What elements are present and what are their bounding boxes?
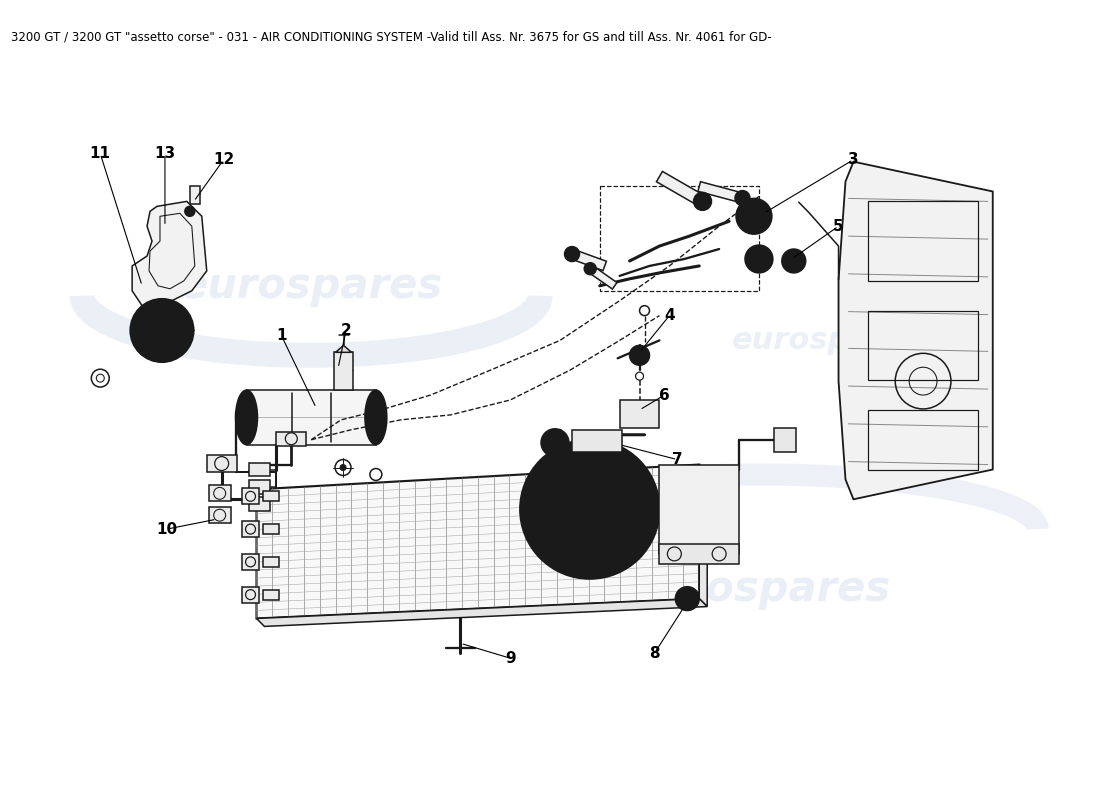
Text: 4: 4 (664, 308, 674, 323)
Polygon shape (570, 250, 606, 270)
Circle shape (698, 198, 706, 206)
Text: eurospares: eurospares (733, 326, 925, 355)
Polygon shape (838, 162, 993, 499)
Bar (333, 352, 353, 390)
Text: 5: 5 (833, 218, 844, 234)
Text: 10: 10 (156, 522, 177, 537)
Bar (209, 507, 231, 523)
Bar (242, 586, 260, 602)
Text: 11: 11 (90, 146, 111, 162)
Text: 1: 1 (276, 328, 287, 343)
Bar (572, 430, 621, 452)
Text: 9: 9 (505, 650, 516, 666)
Text: eurospares: eurospares (627, 568, 891, 610)
Bar (868, 410, 978, 470)
Polygon shape (256, 598, 707, 626)
Bar (264, 491, 279, 502)
Bar (242, 554, 260, 570)
Circle shape (694, 193, 712, 210)
Text: 13: 13 (154, 146, 176, 162)
Bar (249, 481, 271, 494)
Polygon shape (256, 465, 700, 618)
Text: 3200 GT / 3200 GT "assetto corse" - 031 - AIR CONDITIONING SYSTEM -Valid till As: 3200 GT / 3200 GT "assetto corse" - 031 … (11, 30, 771, 43)
Circle shape (572, 491, 607, 527)
Text: 6: 6 (659, 387, 670, 402)
Bar (619, 400, 659, 428)
Circle shape (520, 440, 659, 578)
Circle shape (185, 206, 195, 216)
Circle shape (629, 346, 649, 366)
Circle shape (788, 255, 800, 267)
Text: eurospares: eurospares (179, 265, 443, 306)
Bar (249, 498, 271, 511)
Bar (868, 310, 978, 380)
Bar (209, 486, 231, 502)
Polygon shape (698, 182, 744, 203)
Bar (659, 544, 739, 564)
Circle shape (564, 246, 580, 262)
Circle shape (745, 245, 773, 273)
Text: 7: 7 (672, 452, 683, 467)
Circle shape (544, 465, 635, 554)
Circle shape (752, 252, 766, 266)
Polygon shape (336, 346, 352, 352)
Circle shape (744, 206, 763, 226)
Circle shape (675, 586, 700, 610)
Bar (264, 524, 279, 534)
Bar (249, 462, 271, 477)
Text: 8: 8 (649, 646, 660, 661)
Bar (242, 488, 260, 504)
Bar (242, 521, 260, 537)
Text: 3: 3 (848, 152, 859, 167)
Bar (190, 186, 200, 204)
Bar (264, 557, 279, 567)
Circle shape (130, 298, 194, 362)
Polygon shape (132, 202, 207, 310)
Circle shape (569, 250, 575, 258)
Circle shape (541, 429, 569, 457)
Circle shape (340, 465, 346, 470)
Bar (207, 454, 236, 473)
Circle shape (156, 325, 168, 337)
Bar (276, 432, 306, 446)
Bar (659, 465, 739, 554)
Polygon shape (657, 171, 705, 206)
Ellipse shape (235, 390, 257, 445)
Circle shape (587, 266, 593, 271)
Circle shape (583, 502, 597, 516)
Circle shape (736, 198, 772, 234)
Circle shape (735, 190, 750, 206)
Circle shape (782, 249, 805, 273)
Circle shape (584, 262, 596, 274)
Bar (264, 590, 279, 600)
Text: 2: 2 (341, 323, 351, 338)
Bar (774, 428, 795, 452)
Polygon shape (587, 266, 617, 289)
Bar (868, 202, 978, 281)
Ellipse shape (365, 390, 387, 445)
Text: 12: 12 (213, 152, 234, 167)
Circle shape (548, 436, 562, 450)
Circle shape (739, 194, 746, 202)
Bar (246, 390, 376, 445)
Circle shape (681, 593, 693, 605)
Polygon shape (700, 465, 707, 606)
